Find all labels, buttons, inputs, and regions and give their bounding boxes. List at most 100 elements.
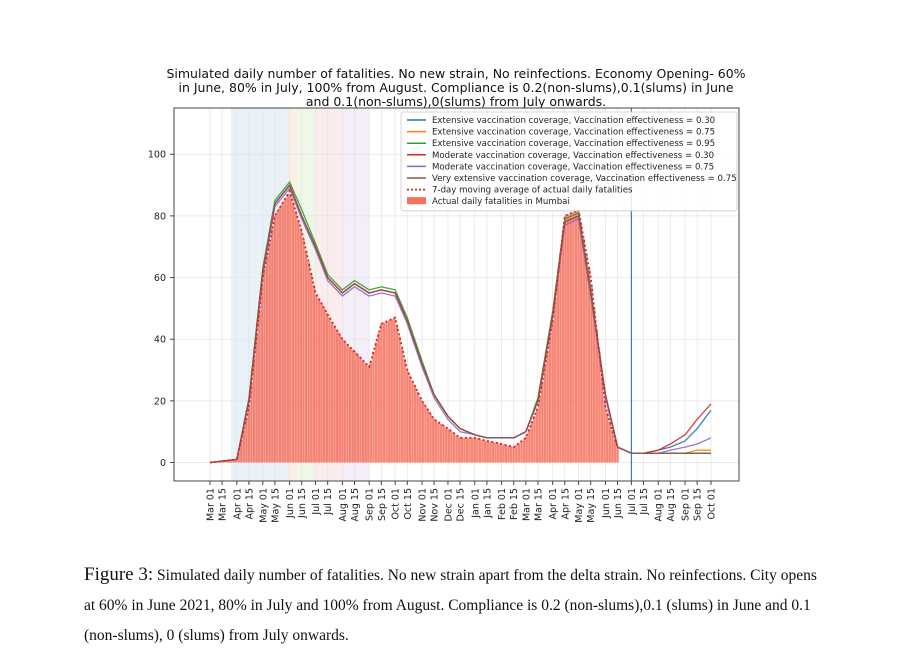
fatality-bar-154 [611, 429, 614, 463]
fatality-bar-8 [232, 459, 235, 463]
fatality-bar-114 [507, 445, 510, 463]
fatalities-chart: Simulated daily number of fatalities. No… [148, 66, 746, 523]
x-tick-label-16: Nov 01 [417, 488, 428, 522]
legend-label-6: 7-day moving average of actual daily fat… [432, 186, 633, 196]
fatality-bar-131 [551, 320, 554, 463]
fatality-bar-153 [608, 421, 611, 463]
fatality-bar-17 [255, 334, 258, 463]
fatality-bar-120 [522, 439, 526, 463]
fatality-bar-45 [328, 317, 331, 463]
fatality-bar-123 [530, 422, 534, 463]
fatality-bar-84 [429, 414, 432, 463]
fatality-bar-71 [395, 325, 399, 463]
x-tick-label-8: Jul 01 [311, 488, 322, 516]
x-tick-label-32: Jul 01 [627, 488, 638, 516]
x-tick-label-27: Apr 15 [560, 488, 571, 520]
x-tick-label-38: Oct 01 [707, 488, 718, 520]
fatality-bar-9 [234, 459, 238, 463]
fatality-bar-87 [437, 422, 440, 463]
fatality-bar-99 [468, 437, 471, 463]
fatality-bar-98 [465, 437, 469, 463]
fatality-bar-30 [289, 194, 292, 463]
legend-label-3: Moderate vaccination coverage, Vaccinati… [432, 151, 714, 161]
fatality-bar-96 [460, 437, 463, 463]
fatality-bar-79 [416, 391, 419, 463]
fatality-bar-14 [247, 407, 251, 463]
fatality-bar-43 [323, 308, 326, 463]
fatality-bar-40 [315, 294, 318, 463]
chart-title-line-3: and 0.1(non-slums),0(slums) from July on… [306, 94, 606, 109]
fatality-bar-61 [369, 360, 373, 463]
fatality-bar-104 [481, 439, 484, 463]
fatality-bar-150 [600, 376, 604, 463]
legend-label-1: Extensive vaccination coverage, Vaccinat… [432, 128, 715, 138]
fatality-bar-128 [543, 366, 547, 463]
fatality-bar-63 [374, 342, 378, 463]
fatality-bar-94 [455, 435, 458, 463]
fatality-bar-130 [548, 335, 552, 463]
fatality-bar-90 [445, 427, 448, 463]
fatality-bar-44 [325, 312, 329, 463]
x-tick-label-19: Dec 15 [456, 488, 467, 522]
fatality-bar-92 [450, 431, 453, 463]
fatality-bar-60 [367, 366, 370, 463]
fatality-bar-47 [333, 326, 336, 463]
y-tick-label-3: 60 [154, 273, 166, 284]
fatality-bar-22 [268, 242, 271, 463]
fatality-bar-135 [561, 230, 565, 463]
chart-title-line-1: Simulated daily number of fatalities. No… [166, 66, 745, 81]
caption-label: Figure 3: [84, 564, 154, 585]
fatality-bar-122 [528, 429, 531, 463]
fatality-bar-38 [310, 273, 313, 463]
fatality-bar-29 [286, 194, 290, 463]
fatality-bar-37 [307, 262, 310, 463]
fatality-bar-102 [476, 438, 479, 463]
x-tick-label-13: Sep 15 [377, 488, 388, 521]
fatality-bar-117 [515, 445, 518, 463]
x-tick-label-31: Jun 15 [613, 488, 624, 519]
fatality-bar-121 [525, 435, 528, 463]
x-tick-label-9: Jul 15 [323, 488, 334, 516]
fatality-bar-28 [284, 198, 287, 463]
fatality-bar-118 [517, 443, 521, 463]
fatality-bar-11 [239, 440, 243, 463]
x-tick-label-14: Oct 01 [391, 488, 402, 520]
fatality-bar-146 [590, 285, 593, 463]
moving-average-line [209, 189, 619, 464]
x-tick-label-0: Mar 01 [206, 488, 217, 521]
fatality-bar-18 [258, 309, 261, 463]
fatality-bar-76 [408, 375, 412, 463]
fatality-bar-74 [403, 358, 406, 463]
x-tick-label-22: Feb 01 [497, 488, 508, 520]
fatality-bar-64 [377, 333, 380, 463]
fatality-bar-93 [452, 433, 456, 463]
x-axis: Mar 01 Mar 15 Apr 01 Apr 15 May 01 May 15 Jun … [206, 481, 718, 523]
fatality-bar-145 [587, 267, 591, 463]
fatality-bar-101 [473, 437, 476, 463]
fatality-bar-89 [442, 425, 445, 463]
fatality-bar-73 [400, 347, 404, 463]
fatality-bar-124 [533, 415, 536, 463]
fatality-bar-48 [335, 330, 339, 463]
x-tick-label-1: Mar 15 [218, 488, 229, 521]
y-tick-label-0: 0 [160, 458, 166, 469]
x-tick-label-26: Apr 01 [548, 488, 559, 520]
x-tick-label-6: Jun 01 [285, 488, 296, 519]
x-tick-label-18: Dec 01 [443, 488, 454, 522]
fatality-bar-112 [502, 444, 505, 463]
fatality-bar-105 [483, 440, 487, 463]
fatality-bar-42 [320, 303, 323, 463]
fatality-bar-100 [470, 437, 474, 463]
fatality-bar-46 [330, 321, 334, 463]
fatality-bar-149 [598, 353, 601, 463]
fatality-bar-143 [582, 238, 586, 463]
legend-label-2: Extensive vaccination coverage, Vaccinat… [432, 139, 715, 149]
x-tick-label-10: Aug 01 [338, 488, 349, 522]
fatality-bar-155 [613, 438, 617, 463]
x-tick-label-23: Feb 15 [509, 488, 520, 520]
fatality-bar-54 [351, 349, 354, 463]
x-tick-label-20: Jan 01 [470, 488, 481, 519]
fatality-bar-148 [595, 330, 598, 463]
fatality-bar-97 [463, 437, 466, 463]
x-tick-label-28: May 01 [574, 488, 585, 523]
